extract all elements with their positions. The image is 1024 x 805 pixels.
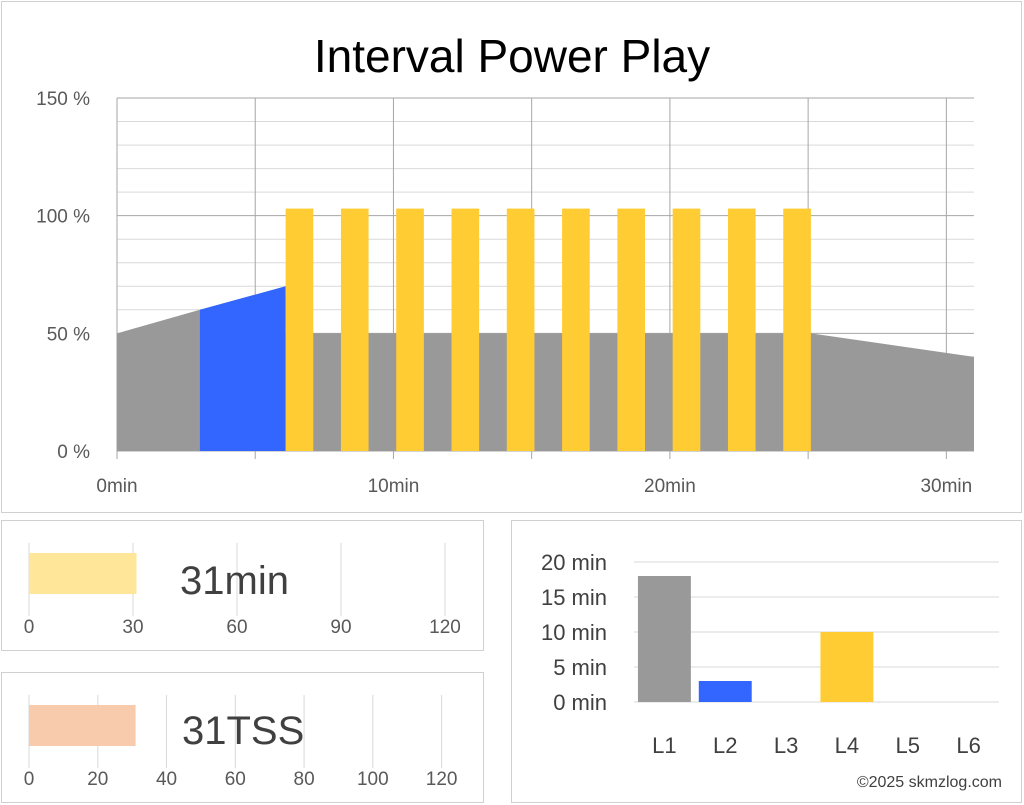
zone-panel: ©2025 skmzlog.com 0 min 5 min 10 min 15 min… — [511, 520, 1022, 803]
value-bar — [29, 705, 136, 746]
copyright-text: ©2025 skmzlog.com — [857, 774, 1002, 791]
duration-panel: 0 30 60 90 120 31min — [1, 520, 484, 651]
x-tick-label: 30min — [920, 476, 972, 497]
x-tick-label: 120 — [429, 617, 461, 638]
x-tick-label: 80 — [294, 769, 315, 790]
interval-bar — [672, 208, 701, 451]
ramp-area — [199, 286, 286, 451]
x-tick-label: L4 — [835, 733, 859, 758]
x-tick-label: L1 — [652, 733, 676, 758]
interval-bar — [285, 208, 314, 451]
tss-value: 31TSS — [182, 709, 304, 753]
x-tick-label: 0 — [24, 617, 35, 638]
x-tick-label: 20 — [87, 769, 108, 790]
interval-bar — [783, 208, 811, 451]
zone-bar — [820, 632, 874, 702]
workout-profile-panel: Interval Power Play 0 % 50 % 100 % 150 % 0mi… — [1, 1, 1022, 513]
x-tick-label: 30 — [122, 617, 143, 638]
y-tick-label: 15 min — [541, 585, 607, 610]
x-tick-label: L2 — [713, 733, 737, 758]
y-tick-label: 5 min — [553, 655, 607, 680]
y-tick-label: 50 % — [47, 324, 90, 345]
interval-bar — [340, 208, 369, 451]
interval-bar — [562, 208, 590, 451]
interval-bar — [506, 208, 535, 451]
x-tick-label: 60 — [225, 769, 246, 790]
x-tick-label: 100 — [357, 769, 389, 790]
x-tick-label: 60 — [226, 617, 247, 638]
chart-title: Interval Power Play — [314, 30, 710, 82]
x-tick-label: 40 — [156, 769, 177, 790]
value-bar — [29, 553, 137, 594]
zone-bar — [637, 576, 691, 702]
zone-bar — [698, 681, 752, 702]
x-tick-label: 90 — [330, 617, 351, 638]
interval-bar — [617, 208, 646, 451]
workout-profile-chart: Interval Power Play 0 % 50 % 100 % 150 % 0mi… — [36, 30, 974, 497]
tss-bar-chart: 0 20 40 60 80 100 120 31TSS — [24, 695, 458, 790]
x-tick-label: L6 — [956, 733, 980, 758]
y-tick-label: 10 min — [541, 620, 607, 645]
duration-bar-chart: 0 30 60 90 120 31min — [24, 543, 461, 638]
y-tick-label: 150 % — [36, 89, 90, 110]
y-tick-label: 20 min — [541, 550, 607, 575]
x-tick-label: 20min — [644, 476, 696, 497]
duration-value: 31min — [180, 559, 289, 603]
y-tick-label: 100 % — [36, 207, 90, 228]
interval-bar — [451, 208, 480, 451]
interval-bar — [727, 208, 756, 451]
zone-time-chart: ©2025 skmzlog.com 0 min 5 min 10 min 15 min… — [541, 550, 1002, 791]
y-tick-label: 0 min — [553, 690, 607, 715]
x-tick-label: 10min — [368, 476, 420, 497]
interval-bar — [396, 208, 424, 451]
x-tick-label: L5 — [896, 733, 920, 758]
profile-area — [117, 286, 974, 451]
x-tick-label: L3 — [774, 733, 798, 758]
x-tick-label: 0min — [96, 476, 137, 497]
x-tick-label: 0 — [24, 769, 35, 790]
tss-panel: 0 20 40 60 80 100 120 31TSS — [1, 672, 484, 803]
x-tick-label: 120 — [426, 769, 458, 790]
y-tick-label: 0 % — [57, 442, 90, 463]
